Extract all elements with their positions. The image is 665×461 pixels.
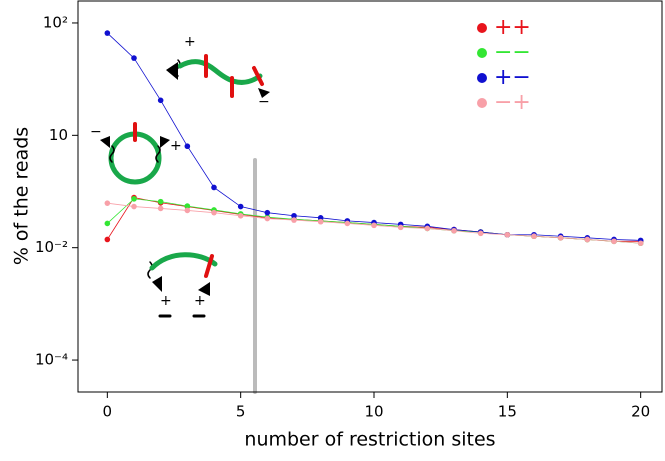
point bbox=[184, 203, 191, 209]
legend-label: +− bbox=[494, 65, 531, 90]
legend-marker bbox=[477, 48, 487, 58]
legend-marker bbox=[477, 98, 487, 108]
point bbox=[104, 200, 111, 206]
legend-marker bbox=[477, 23, 487, 33]
point bbox=[157, 97, 164, 104]
point bbox=[104, 220, 111, 227]
y-tick-label: 10² bbox=[43, 13, 68, 31]
point bbox=[211, 209, 217, 216]
x-tick-label: 15 bbox=[498, 403, 517, 421]
annotation: + bbox=[194, 293, 206, 309]
point bbox=[291, 217, 297, 223]
point bbox=[344, 220, 351, 227]
plot-frame bbox=[77, 0, 663, 393]
point bbox=[264, 209, 271, 216]
legend-label: −− bbox=[494, 40, 531, 65]
point bbox=[424, 225, 431, 232]
point bbox=[157, 205, 164, 212]
y-tick-label: 10⁻² bbox=[35, 238, 68, 256]
point bbox=[371, 222, 377, 229]
point bbox=[184, 207, 191, 214]
point bbox=[504, 231, 511, 238]
schematic-linear-bottom bbox=[147, 252, 218, 318]
annotation: − bbox=[90, 124, 102, 140]
y-tick-label: 10⁻⁴ bbox=[35, 351, 68, 369]
point bbox=[131, 203, 137, 210]
x-tick-label: 5 bbox=[236, 403, 246, 421]
legend-label: −+ bbox=[494, 90, 531, 115]
point bbox=[477, 230, 484, 237]
annotation: + bbox=[170, 138, 182, 154]
point bbox=[637, 240, 644, 247]
point bbox=[451, 227, 457, 234]
y-tick-label: 10 bbox=[49, 126, 68, 144]
point bbox=[291, 212, 297, 219]
annotation: − bbox=[258, 94, 270, 110]
point bbox=[104, 236, 111, 243]
y-axis-title: % of the reads bbox=[11, 127, 33, 265]
point bbox=[157, 198, 164, 205]
point bbox=[584, 236, 591, 243]
point bbox=[237, 212, 244, 219]
x-axis-title: number of restriction sites bbox=[244, 429, 495, 451]
x-tick-label: 20 bbox=[631, 403, 650, 421]
point bbox=[211, 184, 217, 191]
point bbox=[104, 30, 111, 36]
point bbox=[131, 196, 137, 202]
annotation: + bbox=[160, 293, 172, 309]
point bbox=[131, 55, 137, 61]
point bbox=[237, 203, 244, 210]
x-tick-label: 0 bbox=[103, 403, 113, 421]
point bbox=[531, 233, 537, 240]
point bbox=[317, 218, 324, 225]
legend-marker bbox=[477, 73, 487, 83]
x-tick-label: 10 bbox=[364, 403, 383, 421]
point bbox=[611, 238, 617, 245]
schematic-linear-top bbox=[166, 54, 270, 98]
schematic-circle bbox=[100, 122, 170, 185]
legend-label: ++ bbox=[494, 15, 531, 40]
point bbox=[557, 234, 564, 241]
annotation: + bbox=[184, 34, 196, 50]
point bbox=[317, 215, 324, 221]
point bbox=[397, 224, 404, 231]
point bbox=[184, 143, 191, 150]
schematics bbox=[100, 54, 270, 394]
point bbox=[264, 215, 271, 222]
